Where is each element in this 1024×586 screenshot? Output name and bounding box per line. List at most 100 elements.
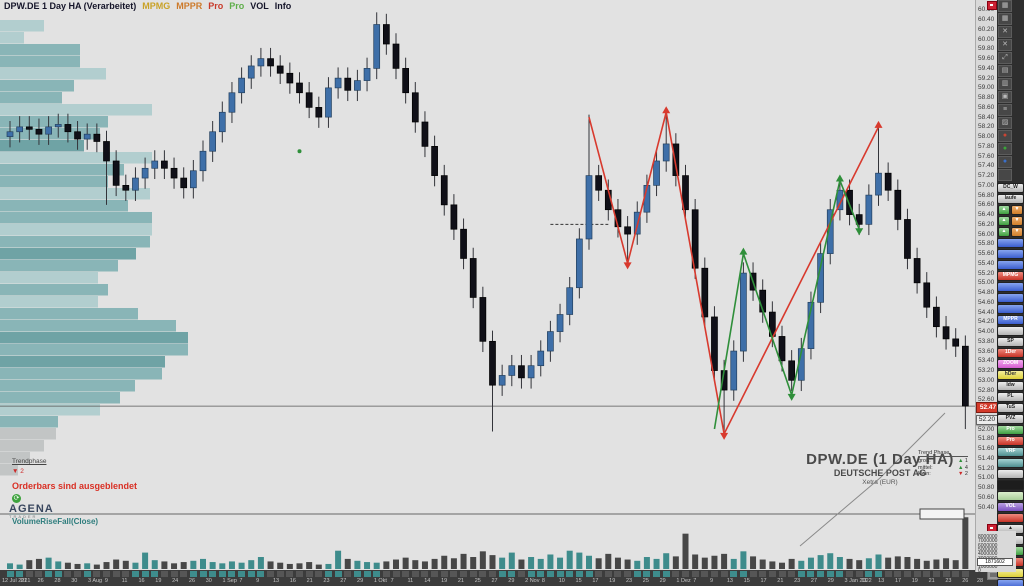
axis-alert-top-icon[interactable] bbox=[987, 1, 997, 10]
close-all-icon[interactable]: ✕ bbox=[998, 39, 1012, 51]
toolbar-button-PL[interactable]: PL bbox=[997, 392, 1024, 402]
pair-down-button[interactable]: ▼ bbox=[1011, 205, 1023, 215]
date-tick: 11 bbox=[121, 578, 128, 584]
resize-icon[interactable]: ⤢ bbox=[998, 52, 1012, 64]
toolbar-button-laufe[interactable]: laufe bbox=[997, 194, 1024, 204]
spacer-icon[interactable] bbox=[998, 169, 1012, 181]
date-tick: 26 bbox=[962, 578, 969, 584]
price-tick: 53.80 bbox=[978, 337, 995, 345]
doc-icon[interactable]: ▥ bbox=[998, 78, 1012, 90]
toolbar-button-MPMG[interactable]: MPMG bbox=[997, 271, 1024, 281]
volume-indicator-label: VolumeRiseFall(Close) bbox=[12, 517, 99, 526]
close-icon[interactable]: ✕ bbox=[998, 26, 1012, 38]
trend-square bbox=[334, 571, 342, 577]
toolbar-button-25[interactable] bbox=[997, 458, 1024, 468]
trend-square bbox=[160, 571, 168, 577]
toolbar-button-MPPR[interactable]: MPPR bbox=[997, 315, 1024, 325]
red-dot-icon[interactable]: ● bbox=[998, 130, 1012, 142]
toolbar-button-5[interactable] bbox=[997, 238, 1024, 248]
trend-phase-table: Trend Phase groß: ▲ 1 mittel: ▲ 4 klein: ▼ 2 bbox=[918, 450, 968, 478]
date-tick: 26 bbox=[37, 578, 44, 584]
toolbar-button-30[interactable] bbox=[997, 513, 1024, 523]
toolbar-button-Idw[interactable]: Idw bbox=[997, 381, 1024, 391]
toolbar-button-Pro[interactable]: Pro bbox=[997, 436, 1024, 446]
toolbar-button-27[interactable] bbox=[997, 480, 1024, 490]
title-item-5[interactable]: VOL bbox=[250, 1, 269, 11]
toolbar-button-36[interactable] bbox=[997, 579, 1024, 586]
price-tick: 58.20 bbox=[978, 123, 995, 131]
trend-square bbox=[527, 571, 535, 577]
trend-square bbox=[315, 571, 323, 577]
trend-square bbox=[131, 571, 139, 577]
date-tick: 9 bbox=[710, 578, 714, 584]
toolbar-button-9[interactable] bbox=[997, 282, 1024, 292]
toolbar-button-hDer[interactable]: hDer bbox=[997, 370, 1024, 380]
title-item-3[interactable]: Pro bbox=[208, 1, 224, 11]
toolbar-button-PVZ[interactable]: PVZ bbox=[997, 414, 1024, 424]
volume-bars bbox=[7, 517, 969, 569]
chart-canvas[interactable] bbox=[0, 0, 975, 570]
date-tick: 23 bbox=[794, 578, 801, 584]
trend-square bbox=[54, 571, 62, 577]
up-triangle-icon: ▲ bbox=[957, 458, 964, 464]
trendphase-label: Trendphase bbox=[12, 458, 47, 465]
toolbar-button-7[interactable] bbox=[997, 260, 1024, 270]
list-icon[interactable]: ≡ bbox=[998, 104, 1012, 116]
toolbar-button-1Der[interactable]: 1Der bbox=[997, 348, 1024, 358]
trend-square bbox=[276, 571, 284, 577]
price-tick: 53.40 bbox=[978, 357, 995, 365]
trend-green bbox=[713, 174, 864, 430]
toolbar-button-VOL[interactable]: VOL bbox=[997, 502, 1024, 512]
date-tick: 11 bbox=[861, 578, 868, 584]
toolbar-button-SP[interactable]: SP bbox=[997, 337, 1024, 347]
green-dot-icon[interactable]: ● bbox=[998, 143, 1012, 155]
pair-up-button[interactable]: ▲ bbox=[998, 227, 1010, 237]
layout-icon[interactable]: ▦ bbox=[998, 13, 1012, 25]
date-tick: 17 bbox=[894, 578, 902, 584]
pair-up-button[interactable]: ▲ bbox=[998, 216, 1010, 226]
toolbar-button-13[interactable] bbox=[997, 326, 1024, 336]
pair-down-button[interactable]: ▼ bbox=[1011, 227, 1023, 237]
title-item-2[interactable]: MPPR bbox=[176, 1, 203, 11]
title-item-6[interactable]: Info bbox=[274, 1, 292, 11]
toolbar-button-6[interactable] bbox=[997, 249, 1024, 259]
toolbar-button-28[interactable] bbox=[997, 491, 1024, 501]
trend-square bbox=[585, 571, 593, 577]
volume-tick: 6000000 bbox=[978, 542, 998, 549]
pair-down-button[interactable]: ▼ bbox=[1011, 216, 1023, 226]
blue-dot-icon[interactable]: ● bbox=[998, 156, 1012, 168]
toolbar-button-26[interactable] bbox=[997, 469, 1024, 479]
instrument-watermark: DPW.DE (1 Day HA) DEUTSCHE POST AG Xetra… bbox=[790, 452, 970, 487]
trend-square bbox=[894, 571, 902, 577]
refresh-icon[interactable]: ⟳ bbox=[12, 494, 21, 503]
price-tick: 56.80 bbox=[978, 191, 995, 199]
chart-green-icon[interactable]: ▣ bbox=[998, 91, 1012, 103]
trend-square bbox=[35, 571, 43, 577]
trend-square bbox=[575, 571, 583, 577]
toolbar-button-VRF[interactable]: VRF bbox=[997, 447, 1024, 457]
trend-square bbox=[566, 571, 574, 577]
date-tick: 29 bbox=[357, 578, 364, 584]
toolbar-button-Pro[interactable]: Pro bbox=[997, 425, 1024, 435]
price-tick: 57.20 bbox=[978, 172, 995, 180]
toolbar-button-ZOOM[interactable]: ZOOM bbox=[997, 359, 1024, 369]
selection-box[interactable] bbox=[919, 508, 965, 520]
date-axis[interactable]: 12 Jul 2021 21 26 28 30 3 Aug 9 11 16 19 24 26 30 1 S… bbox=[0, 570, 1024, 586]
cash-icon[interactable]: ▨ bbox=[998, 117, 1012, 129]
title-item-1[interactable]: MPMG bbox=[142, 1, 171, 11]
trend-square bbox=[826, 571, 834, 577]
trend-square bbox=[546, 571, 554, 577]
grid-icon[interactable]: ▦ bbox=[998, 0, 1012, 12]
toolbar-button-DC_W[interactable]: DC_W bbox=[997, 183, 1024, 193]
price-tick: 51.40 bbox=[978, 454, 995, 462]
title-item-4[interactable]: Pro bbox=[229, 1, 245, 11]
chart-icon[interactable]: ▤ bbox=[998, 65, 1012, 77]
price-tick: 56.20 bbox=[978, 220, 995, 228]
toolbar-button-10[interactable] bbox=[997, 293, 1024, 303]
pair-up-button[interactable]: ▲ bbox=[998, 205, 1010, 215]
price-tick: 56.00 bbox=[978, 230, 995, 238]
toolbar-button-11[interactable] bbox=[997, 304, 1024, 314]
price-tick: 54.60 bbox=[978, 298, 995, 306]
toolbar-button-TuS[interactable]: TuS bbox=[997, 403, 1024, 413]
